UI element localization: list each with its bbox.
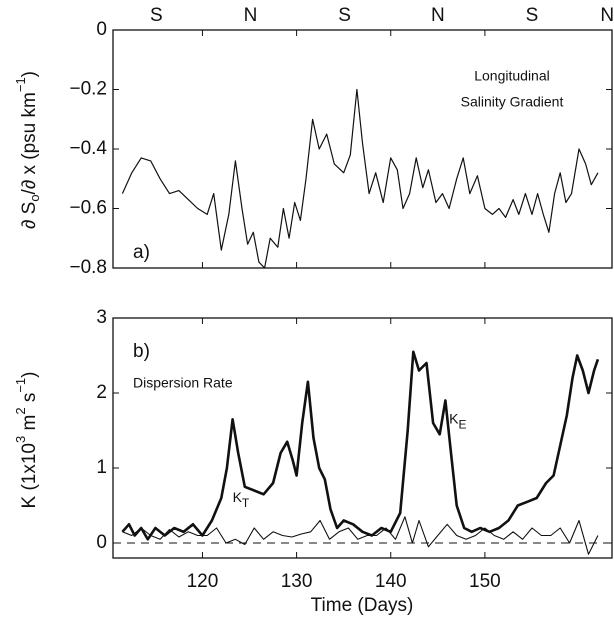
annotation: Longitudinal [474,68,550,84]
y-tick-label: 1 [96,457,107,478]
y-tick-label: −0.6 [69,198,107,219]
data-line [121,350,600,541]
top-label: S [338,5,351,26]
series-label: KT [233,489,250,510]
label-part: 3 [13,436,28,443]
label-part: −1 [13,378,28,393]
top-label: S [150,5,163,26]
label-part: ) [19,71,40,77]
data-line [121,88,599,269]
data-line [122,516,599,555]
x-tick-label: 130 [281,571,313,592]
label-part: 2 [13,407,28,414]
top-label: N [244,5,258,26]
label-part: E [458,417,466,431]
series-label: KE [449,410,466,431]
y-tick-label: 0 [96,19,107,40]
y-axis-label: K (1x103 m2 s−1) [13,372,40,509]
y-tick-label: −0.8 [69,257,107,278]
plot-frame [112,317,613,559]
annotation: Salinity Gradient [461,94,564,110]
label-part: T [242,496,250,510]
x-tick-label: 150 [469,571,501,592]
top-label: S [526,5,539,26]
label-part: K [233,489,243,505]
y-tick-label: 2 [96,382,107,403]
y-tick-label: −0.2 [69,79,107,100]
label-part: ∂ S [19,202,40,229]
label-part: /∂ x (psu km [19,92,40,194]
annotation: Dispersion Rate [133,375,233,391]
top-label: N [431,5,445,26]
x-axis-label: Time (Days) [311,595,414,616]
label-part: ) [19,372,40,378]
x-tick-label: 120 [187,571,219,592]
label-part: K (1x10 [19,443,40,508]
y-tick-label: 0 [96,532,107,553]
y-tick-label: 3 [96,307,107,328]
plot-frame [112,29,613,269]
label-part: o [27,194,42,201]
label-part: s [19,393,40,408]
label-part: −1 [13,77,28,92]
label-part: K [449,410,459,426]
x-tick-label: 140 [375,571,407,592]
panel-label: b) [133,341,150,362]
panel-label: a) [133,242,150,263]
y-tick-label: −0.4 [69,138,107,159]
label-part: m [19,415,40,436]
y-axis-label: ∂ So/∂ x (psu km−1) [13,71,42,229]
top-label: N [600,5,614,26]
